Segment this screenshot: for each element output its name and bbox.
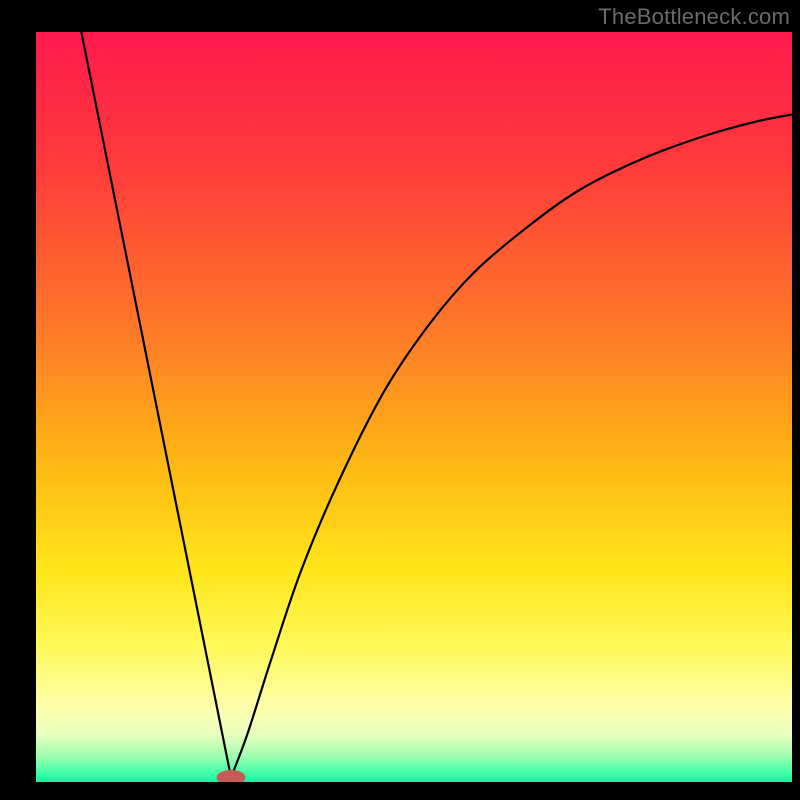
chart-container: TheBottleneck.com xyxy=(0,0,800,800)
watermark-text: TheBottleneck.com xyxy=(598,4,790,30)
bottleneck-chart xyxy=(0,0,800,800)
plot-area xyxy=(36,32,792,785)
